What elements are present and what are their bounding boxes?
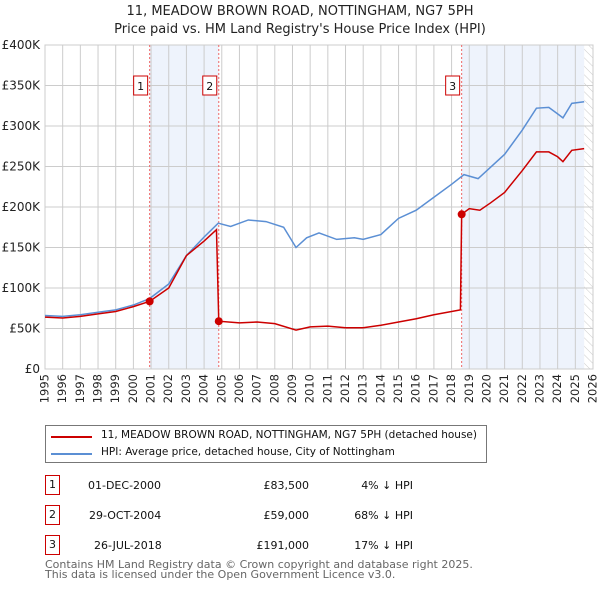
footer-line-1: Contains HM Land Registry data © Crown c…	[45, 558, 473, 571]
x-tick-label: 2011	[320, 374, 334, 403]
x-tick-label: 1996	[55, 374, 69, 403]
transaction-number: 2	[45, 505, 60, 525]
y-tick-label: £350K	[2, 79, 42, 93]
x-tick-label: 2016	[409, 374, 423, 403]
transaction-hpi: 17% ↓ HPI	[354, 539, 413, 552]
transaction-label: 3	[449, 80, 456, 93]
x-tick-label: 2015	[391, 374, 405, 403]
x-tick-label: 2022	[515, 374, 529, 403]
legend-label-hpi: HPI: Average price, detached house, City…	[101, 446, 395, 458]
transaction-row: 3 26-JUL-2018 £191,000 17% ↓ HPI	[45, 535, 465, 557]
x-tick-label: 2019	[462, 374, 476, 403]
transaction-date: 29-OCT-2004	[89, 509, 162, 522]
transaction-label: 2	[206, 80, 213, 93]
x-tick-label: 2026	[586, 374, 600, 403]
y-tick-label: £200K	[2, 200, 42, 214]
x-tick-label: 1999	[108, 374, 122, 403]
y-tick-label: £250K	[2, 160, 42, 174]
transaction-price: £59,000	[263, 509, 310, 522]
y-tick-label: £400K	[2, 38, 42, 52]
x-tick-label: 2024	[550, 374, 564, 403]
y-tick-label: £50K	[9, 322, 41, 336]
y-tick-label: £150K	[2, 241, 42, 255]
transaction-row: 1 01-DEC-2000 £83,500 4% ↓ HPI	[45, 475, 465, 497]
transaction-label: 1	[137, 80, 144, 93]
transaction-label-box	[133, 75, 149, 96]
transaction-number: 3	[45, 535, 60, 555]
x-tick-label: 2017	[426, 374, 440, 403]
transaction-point	[457, 210, 466, 219]
legend-swatch-hpi	[51, 453, 92, 455]
x-tick-label: 2008	[267, 374, 281, 403]
transaction-hpi: 4% ↓ HPI	[361, 479, 413, 492]
chart: 1995 1996 1997 1998 1999 2000 2001 2002 2003 2004…	[2, 38, 600, 403]
x-tick-label: 2018	[444, 374, 458, 403]
x-tick-label: 2025	[568, 374, 582, 403]
transaction-hpi: 68% ↓ HPI	[354, 509, 413, 522]
x-tick-label: 2006	[232, 374, 246, 403]
transaction-point	[214, 317, 223, 326]
y-tick-label: £300K	[2, 119, 42, 133]
footer-line-2: This data is licensed under the Open Gov…	[45, 568, 396, 581]
legend-swatch-property	[51, 436, 92, 438]
legend-label-property: 11, MEADOW BROWN ROAD, NOTTINGHAM, NG7 5…	[101, 429, 477, 441]
x-tick-label: 1998	[91, 374, 105, 403]
x-tick-label: 2023	[532, 374, 546, 403]
chart-subtitle: Price paid vs. HM Land Registry's House …	[114, 22, 486, 37]
x-tick-label: 2003	[179, 374, 193, 403]
x-tick-label: 2009	[285, 374, 299, 403]
transaction-price: £83,500	[263, 479, 310, 492]
x-tick-label: 1997	[73, 374, 87, 403]
x-tick-label: 2001	[144, 374, 158, 403]
transaction-row: 2 29-OCT-2004 £59,000 68% ↓ HPI	[45, 505, 465, 527]
x-tick-label: 2007	[250, 374, 264, 403]
x-tick-label: 2012	[338, 374, 352, 403]
x-tick-label: 2005	[214, 374, 228, 403]
legend: 11, MEADOW BROWN ROAD, NOTTINGHAM, NG7 5…	[45, 425, 487, 463]
x-tick-label: 2020	[479, 374, 493, 403]
transaction-price: £191,000	[256, 539, 310, 552]
transaction-date: 01-DEC-2000	[88, 479, 162, 492]
footer: Contains HM Land Registry data © Crown c…	[45, 558, 473, 581]
x-tick-label: 1995	[38, 374, 52, 403]
x-tick-label: 2000	[126, 374, 140, 403]
y-tick-label: £0	[25, 362, 40, 376]
x-tick-label: 2021	[497, 374, 511, 403]
transaction-label-box	[202, 75, 218, 96]
chart-title: 11, MEADOW BROWN ROAD, NOTTINGHAM, NG7 5…	[126, 4, 474, 19]
transaction-label-box	[445, 75, 461, 96]
x-tick-label: 2002	[161, 374, 175, 403]
x-tick-label: 2013	[356, 374, 370, 403]
transaction-point	[145, 297, 154, 306]
transaction-date: 26-JUL-2018	[94, 539, 162, 552]
x-tick-label: 2010	[303, 374, 317, 403]
y-tick-label: £100K	[2, 281, 42, 295]
transaction-number: 1	[45, 475, 60, 495]
x-tick-label: 2014	[373, 374, 387, 403]
plot-border	[44, 44, 594, 370]
x-tick-label: 2004	[197, 374, 211, 403]
